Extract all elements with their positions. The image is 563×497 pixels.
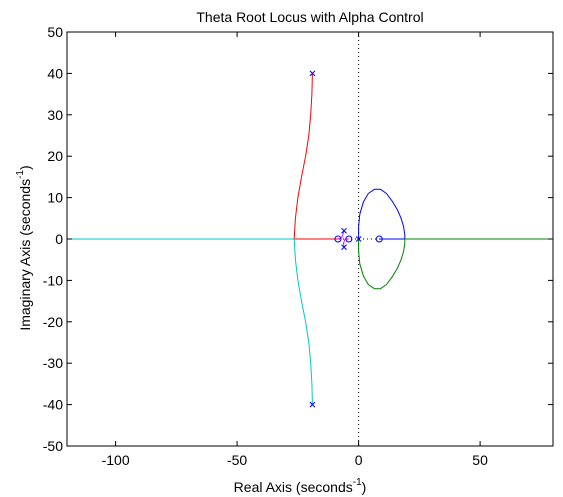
- y-tick-label: 30: [47, 107, 63, 123]
- x-axis-label-tail: ): [362, 479, 367, 495]
- locus-branch-1: [293, 73, 338, 240]
- x-axis-label-main: Real Axis (seconds: [234, 479, 353, 495]
- y-tick-label: 0: [55, 231, 63, 247]
- chart-title: Theta Root Locus with Alpha Control: [196, 9, 423, 25]
- pole-zero-markers: [309, 70, 383, 408]
- locus-branch-6: [343, 238, 349, 248]
- x-axis-label-exponent: -1: [353, 477, 362, 488]
- pole-marker: [355, 236, 362, 242]
- zero-marker: [334, 235, 342, 243]
- pole-marker: [309, 401, 316, 408]
- y-axis-label: Imaginary Axis (seconds-1): [15, 165, 33, 330]
- y-tick-label: -10: [43, 272, 63, 288]
- y-tick-label: -20: [43, 314, 63, 330]
- locus-branches: [67, 73, 553, 405]
- y-tick-label: -40: [43, 397, 63, 413]
- y-tick-label: -50: [43, 438, 63, 454]
- zero-marker: [375, 235, 383, 243]
- y-axis-label-exponent: -1: [15, 170, 26, 179]
- x-tick-label: 0: [355, 452, 363, 468]
- locus-branch-3: [358, 188, 406, 240]
- y-axis-label-main: Imaginary Axis (seconds: [17, 179, 33, 331]
- y-tick-label: 10: [47, 190, 63, 206]
- locus-branch-5: [337, 230, 345, 240]
- x-axis-label: Real Axis (seconds-1): [234, 477, 367, 495]
- y-tick-label: -30: [43, 355, 63, 371]
- y-axis-label-tail: ): [17, 165, 33, 170]
- pole-marker: [341, 227, 347, 234]
- y-tick-label: 20: [47, 148, 63, 164]
- zero-marker: [345, 235, 353, 243]
- locus-branch-4: [358, 238, 553, 290]
- x-tick-label: 50: [472, 452, 488, 468]
- y-tick-label: 40: [47, 65, 63, 81]
- pole-marker: [341, 244, 347, 251]
- locus-branch-2: [67, 238, 313, 405]
- x-tick-label: -50: [227, 452, 247, 468]
- y-tick-label: 50: [47, 24, 63, 40]
- pole-marker: [309, 70, 316, 77]
- x-tick-label: -100: [102, 452, 130, 468]
